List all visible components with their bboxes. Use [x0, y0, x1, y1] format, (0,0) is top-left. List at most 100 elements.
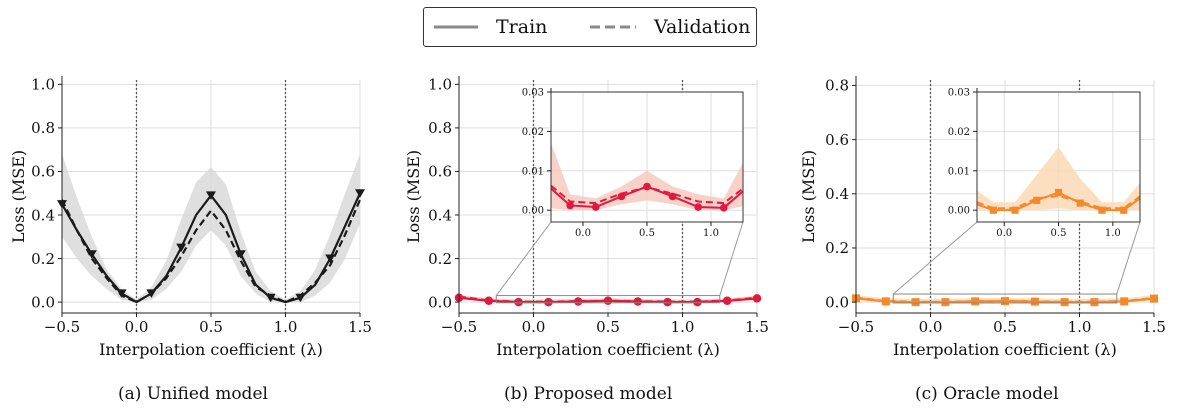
- inset-x-tick-label: 0.0: [575, 228, 591, 239]
- marker: [1120, 297, 1129, 306]
- y-axis-label: Loss (MSE): [799, 150, 818, 243]
- marker: [752, 294, 762, 303]
- marker: [722, 296, 732, 306]
- chart-oracle: −0.5 0.0 0.5 1.0 1.5 0.0 0.2 0.4 0.6 0.8 Interpola…: [799, 76, 1166, 359]
- inset-marker: [1011, 206, 1019, 214]
- inset-marker: [617, 192, 626, 201]
- marker: [1030, 297, 1039, 306]
- x-axis-label: Interpolation coefficient (λ): [496, 340, 720, 359]
- inset-marker: [643, 182, 651, 191]
- caption-proposed: (b) Proposed model: [504, 384, 673, 404]
- inset-x-tick-label: 1.0: [703, 228, 719, 239]
- y-tick-label: 0.2: [428, 250, 452, 268]
- chart-unified: −0.5 0.0 0.5 1.0 1.5 0.0 0.2 0.4 0.6 0.8 1.0 Interp…: [9, 76, 372, 359]
- zoom-region: [495, 295, 721, 304]
- marker: [1150, 294, 1158, 303]
- inset-x-tick-label: 0.0: [996, 228, 1012, 239]
- y-tick-label: 0.4: [31, 206, 55, 224]
- marker: [1001, 297, 1009, 306]
- marker: [633, 297, 643, 306]
- marker: [206, 191, 216, 200]
- x-axis-label: Interpolation coefficient (λ): [99, 340, 323, 359]
- x-tick-label: 0.0: [919, 318, 943, 336]
- x-tick-label: 1.0: [1068, 318, 1092, 336]
- inset-y-tick-label: 0.02: [522, 127, 544, 138]
- x-tick-label: 1.5: [1142, 318, 1166, 336]
- caption-unified: (a) Unified model: [118, 384, 268, 404]
- inset-confidence-band: [551, 143, 743, 211]
- x-tick-label: 0.5: [596, 318, 620, 336]
- inset-y-tick-label: 0.01: [522, 166, 544, 177]
- marker: [1060, 298, 1069, 307]
- marker: [325, 254, 336, 264]
- marker: [971, 297, 980, 306]
- inset-y-tick-label: 0.03: [948, 88, 970, 99]
- x-axis-label: Interpolation coefficient (λ): [893, 340, 1117, 359]
- inset-marker: [1054, 188, 1063, 197]
- y-tick-label: 0.6: [428, 163, 452, 181]
- inset-y-tick-label: 0.00: [948, 206, 970, 217]
- x-tick-label: 0.0: [125, 318, 149, 336]
- inset-x-tick-label: 1.0: [1105, 228, 1121, 239]
- y-tick-label: 0.0: [825, 293, 849, 311]
- marker: [544, 297, 553, 307]
- inset-marker: [694, 203, 703, 211]
- zoom-connector: [495, 221, 552, 296]
- confidence-band: [62, 154, 360, 303]
- inset-marker: [989, 206, 997, 214]
- inset-markers: [989, 188, 1128, 214]
- inset-marker: [668, 192, 677, 201]
- legend: Train Validation: [423, 7, 757, 47]
- marker: [1090, 298, 1099, 307]
- marker: [235, 250, 246, 259]
- y-tick-label: 0.2: [825, 239, 849, 257]
- inset-confidence-band: [977, 147, 1140, 211]
- x-tick-label: 0.0: [522, 318, 546, 336]
- y-tick-label: 1.0: [428, 76, 452, 94]
- marker: [484, 296, 494, 306]
- y-tick-label: 0.4: [428, 206, 452, 224]
- y-tick-label: 0.8: [428, 119, 452, 137]
- inset-y-tick-label: 0.01: [948, 166, 970, 177]
- x-tick-label: 1.5: [348, 318, 372, 336]
- marker: [265, 293, 276, 303]
- marker: [603, 296, 613, 306]
- y-axis-label: Loss (MSE): [404, 150, 423, 243]
- marker: [693, 297, 702, 307]
- inset-marker: [591, 203, 600, 211]
- x-tick-label: −0.5: [441, 318, 477, 336]
- series-validation: [61, 199, 362, 304]
- caption-oracle: (c) Oracle model: [915, 384, 1059, 404]
- inset-marker: [1120, 206, 1128, 214]
- y-tick-label: 0.6: [825, 131, 849, 149]
- y-tick-label: 0.2: [31, 250, 55, 268]
- marker: [295, 293, 306, 303]
- inset-y-tick-label: 0.03: [522, 88, 544, 99]
- inset-marker: [1033, 196, 1041, 204]
- inset-y-tick-label: 0.02: [948, 127, 970, 138]
- x-tick-label: 0.5: [199, 318, 223, 336]
- inset-markers: [566, 182, 728, 212]
- zoom-connector: [892, 221, 978, 295]
- inset-series-validation: [976, 194, 1141, 210]
- marker: [911, 298, 920, 307]
- marker: [116, 289, 127, 298]
- inset-marker: [719, 203, 728, 212]
- inset-marker: [1076, 199, 1084, 207]
- marker: [881, 297, 890, 306]
- x-tick-label: 1.0: [671, 318, 695, 336]
- legend-train-label: Train: [496, 16, 548, 38]
- inset-x-tick-label: 0.5: [1051, 228, 1067, 239]
- y-axis-label: Loss (MSE): [9, 150, 28, 243]
- y-tick-label: 0.0: [31, 293, 55, 311]
- y-tick-label: 0.0: [428, 293, 452, 311]
- inset-marker: [1098, 206, 1106, 214]
- zoom-connector: [719, 221, 744, 296]
- marker: [573, 297, 583, 306]
- zoom-region: [892, 293, 1118, 304]
- marker: [941, 298, 950, 307]
- marker: [86, 250, 97, 259]
- y-tick-label: 1.0: [31, 76, 55, 94]
- marker: [514, 297, 523, 307]
